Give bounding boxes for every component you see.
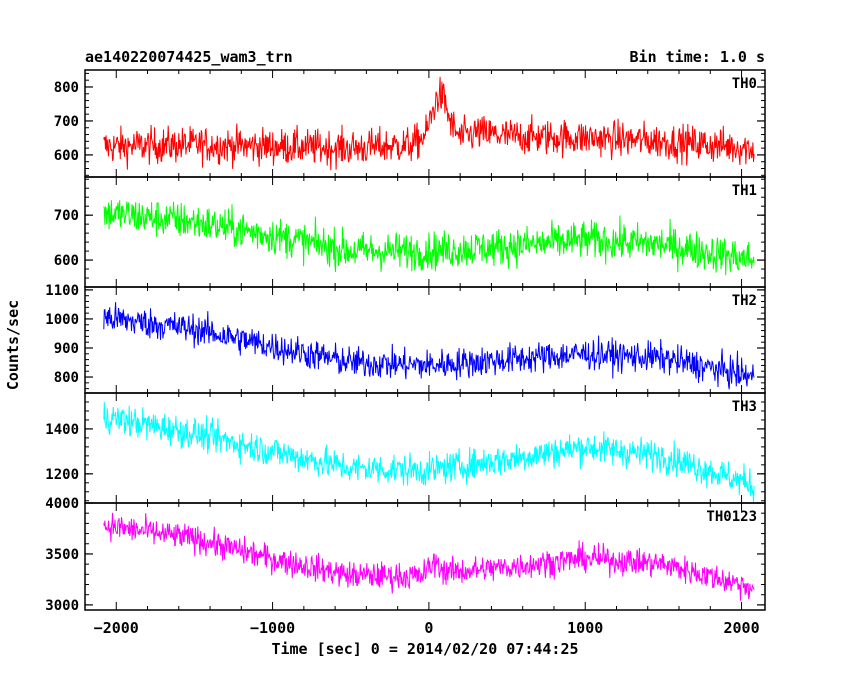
y-tick-label: 800 <box>54 370 79 386</box>
series-line-th1 <box>103 200 755 276</box>
y-tick-label: 1200 <box>45 467 79 483</box>
x-tick-label: 0 <box>424 619 433 637</box>
x-axis: −2000 −1000 0 1000 2000 <box>94 619 760 637</box>
y-tick-label: 700 <box>54 208 79 224</box>
series-line-th0 <box>103 76 755 171</box>
x-tick-label: −2000 <box>94 619 139 637</box>
y-tick-label: 900 <box>54 341 79 357</box>
panel-th0123: 3000 3500 4000 TH0123 <box>45 496 766 614</box>
y-tick-label: 3500 <box>45 547 79 563</box>
chart-title: ae140220074425_wam3_trn <box>85 48 293 66</box>
panel-frame <box>84 69 766 178</box>
panel-th1: 600 700 TH1 <box>54 176 766 288</box>
y-tick-label: 1100 <box>45 283 79 299</box>
panel-label-th2: TH2 <box>732 293 757 309</box>
y-axis-label: Counts/sec <box>4 300 22 390</box>
panel-label-th0123: TH0123 <box>706 509 757 525</box>
x-tick-label: 2000 <box>723 619 759 637</box>
series-line-th0123 <box>103 512 755 601</box>
panel-label-th3: TH3 <box>732 399 757 415</box>
panel-frame <box>84 392 766 504</box>
y-tick-label: 800 <box>54 80 79 96</box>
y-tick-label: 1400 <box>45 422 79 438</box>
series-line-th2 <box>103 302 755 390</box>
panel-frame <box>84 286 766 394</box>
y-tick-label: 600 <box>54 148 79 164</box>
y-tick-label: 1000 <box>45 312 79 328</box>
y-tick-label: 600 <box>54 253 79 269</box>
x-axis-label: Time [sec] 0 = 2014/02/20 07:44:25 <box>271 640 578 658</box>
panel-th0: 600 700 800 TH0 <box>54 69 766 178</box>
y-tick-label: 700 <box>54 114 79 130</box>
panel-frame <box>84 176 766 288</box>
panel-frame <box>84 502 766 611</box>
series-line-th3 <box>103 401 755 502</box>
y-tick-label: 4000 <box>45 496 79 512</box>
x-tick-label: −1000 <box>250 619 295 637</box>
panels-group: 600 700 800 TH0 600 700 TH1 800 900 1000 1100 TH2 12… <box>45 69 766 614</box>
x-tick-label: 1000 <box>567 619 603 637</box>
panel-th3: 1200 1400 TH3 <box>45 392 766 504</box>
bin-time-label: Bin time: 1.0 s <box>630 48 765 66</box>
panel-label-th1: TH1 <box>732 183 757 199</box>
y-tick-label: 3000 <box>45 598 79 614</box>
panel-th2: 800 900 1000 1100 TH2 <box>45 283 766 394</box>
panel-label-th0: TH0 <box>732 76 757 92</box>
